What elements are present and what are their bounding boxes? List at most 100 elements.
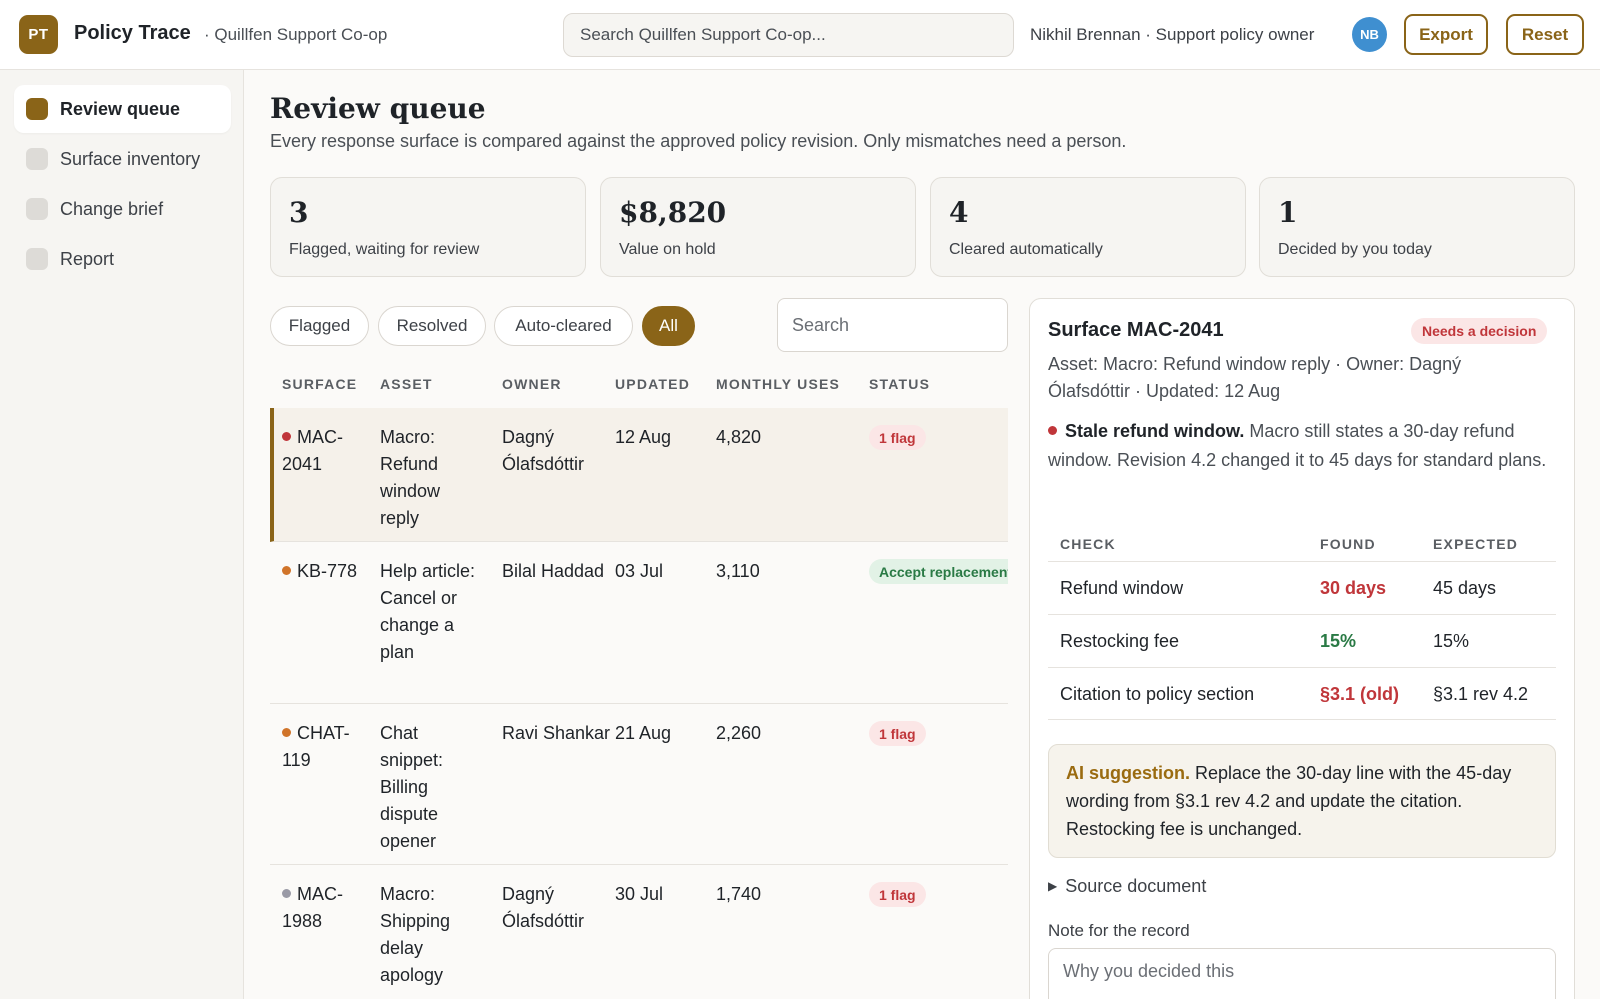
table-row[interactable]: CHAT-119 Chat snippet: Billing dispute o… [270,704,1008,865]
uses-cell: 1,740 [716,884,762,904]
check-found: §3.1 (old) [1320,684,1400,704]
surface-cell: KB-778 [282,558,368,585]
check-expected: 15% [1433,631,1470,651]
stat-value: 4 [949,196,969,229]
asset-cell: Macro: Shipping delay apology [380,884,451,985]
stat-value: 1 [1278,196,1298,229]
uses-cell: 4,820 [716,427,762,447]
review-queue-icon [26,98,48,120]
sidebar-item-label: Review queue [60,98,181,119]
check-header-found: FOUND [1320,536,1376,552]
note-input[interactable]: Why you decided this [1048,948,1556,999]
app-logo: PT [19,15,58,54]
column-header-owner[interactable]: OWNER [502,376,562,392]
check-header-check: CHECK [1060,536,1116,552]
check-expected: 45 days [1433,578,1497,598]
detail-meta: Asset: Macro: Refund window reply · Owne… [1048,354,1462,401]
check-row: Refund window 30 days 45 days [1048,561,1556,614]
updated-cell: 21 Aug [615,723,672,743]
table-search-input[interactable]: Search [777,298,1008,352]
sidebar-item-change-brief[interactable]: Change brief [14,185,231,233]
severity-dot [282,566,291,575]
check-found: 15% [1320,631,1357,651]
check-name: Restocking fee [1060,631,1180,651]
reset-button[interactable]: Reset [1506,14,1584,55]
column-header-surface[interactable]: SURFACE [282,376,358,392]
detail-panel: Surface MAC-2041 Needs a decision Asset:… [1029,298,1575,999]
note-label: Note for the record [1048,921,1190,940]
stat-label: Cleared automatically [949,241,1103,258]
stat-label: Decided by you today [1278,241,1432,258]
change-brief-icon [26,198,48,220]
column-header-updated[interactable]: UPDATED [615,376,691,392]
table-row[interactable]: MAC-2041 Macro: Refund window reply Dagn… [270,408,1008,542]
owner-cell: Dagný Ólafsdóttir [502,884,585,931]
triangle-right-icon: ▶ [1048,879,1058,893]
ai-suggestion-text: Replace the 30-day line with the 45-day … [1066,763,1512,839]
asset-cell: Help article: Cancel or change a plan [380,561,476,662]
report-icon [26,248,48,270]
severity-dot [282,889,291,898]
page-title: Review queue [270,92,486,125]
stat-card-value-on-hold: $8,820 Value on hold [600,177,916,277]
sidebar-item-report[interactable]: Report [14,235,231,283]
issue-title: Stale refund window. [1065,421,1245,441]
stat-value: $8,820 [619,196,727,229]
detail-title: Surface MAC-2041 [1048,319,1224,341]
status-badge[interactable]: Accept replacement [869,559,1008,584]
sidebar-item-surface-inventory[interactable]: Surface inventory [14,135,231,183]
severity-dot [282,432,291,441]
filter-flagged[interactable]: Flagged [270,306,369,346]
avatar[interactable]: NB [1352,17,1387,52]
column-header-asset[interactable]: ASSET [380,376,433,392]
owner-cell: Ravi Shankar [502,723,611,743]
updated-cell: 30 Jul [615,884,664,904]
ai-suggestion: AI suggestion. Replace the 30-day line w… [1048,744,1556,858]
page-subtitle: Every response surface is compared again… [270,131,1127,151]
owner-cell: Dagný Ólafsdóttir [502,427,585,474]
status-badge: 1 flag [869,721,926,746]
issue-text: Macro still states a 30-day refund windo… [1048,421,1547,470]
updated-cell: 03 Jul [615,561,664,581]
check-row: Restocking fee 15% 15% [1048,614,1556,667]
status-badge: Needs a decision [1411,318,1548,344]
check-header-expected: EXPECTED [1433,536,1519,552]
filter-auto-cleared[interactable]: Auto-cleared [494,306,633,346]
check-name: Refund window [1060,578,1184,598]
global-search-input[interactable]: Search Quillfen Support Co-op... [563,13,1014,57]
surfaces-table: MAC-2041 Macro: Refund window reply Dagn… [270,405,1008,999]
check-found: 30 days [1320,578,1387,598]
filter-resolved[interactable]: Resolved [378,306,486,346]
severity-dot [282,728,291,737]
surface-inventory-icon [26,148,48,170]
stat-card-cleared: 4 Cleared automatically [930,177,1246,277]
asset-cell: Chat snippet: Billing dispute opener [380,723,444,851]
filter-all[interactable]: All [642,306,695,346]
sidebar-item-review-queue[interactable]: Review queue [14,85,231,133]
table-row[interactable]: MAC-1988 Macro: Shipping delay apology D… [270,865,1008,999]
stat-value: 3 [289,196,309,229]
sidebar-item-label: Report [60,248,115,269]
table-row[interactable]: KB-778 Help article: Cancel or change a … [270,542,1008,704]
export-button[interactable]: Export [1404,14,1488,55]
source-document-toggle[interactable]: ▶ Source document [1048,876,1206,897]
stat-card-flagged: 3 Flagged, waiting for review [270,177,586,277]
status-badge: 1 flag [869,425,926,450]
uses-cell: 3,110 [716,561,760,581]
column-header-status[interactable]: STATUS [869,376,931,392]
surface-cell: CHAT-119 [282,723,350,770]
top-bar: PT Policy Trace · Quillfen Support Co-op… [0,0,1600,70]
column-header-monthly-uses[interactable]: MONTHLY USES [716,376,841,392]
stat-card-decided: 1 Decided by you today [1259,177,1575,277]
owner-cell: Bilal Haddad [502,561,605,581]
check-row: Citation to policy section §3.1 (old) §3… [1048,667,1556,720]
status-badge: 1 flag [869,882,926,907]
updated-cell: 12 Aug [615,427,672,447]
stat-label: Flagged, waiting for review [289,241,480,258]
sidebar-item-label: Change brief [60,198,164,219]
asset-cell: Macro: Refund window reply [380,427,441,528]
source-document-label: Source document [1065,876,1207,896]
surface-cell: MAC-2041 [282,427,343,474]
surface-cell: MAC-1988 [282,884,343,931]
severity-dot [1048,426,1057,435]
